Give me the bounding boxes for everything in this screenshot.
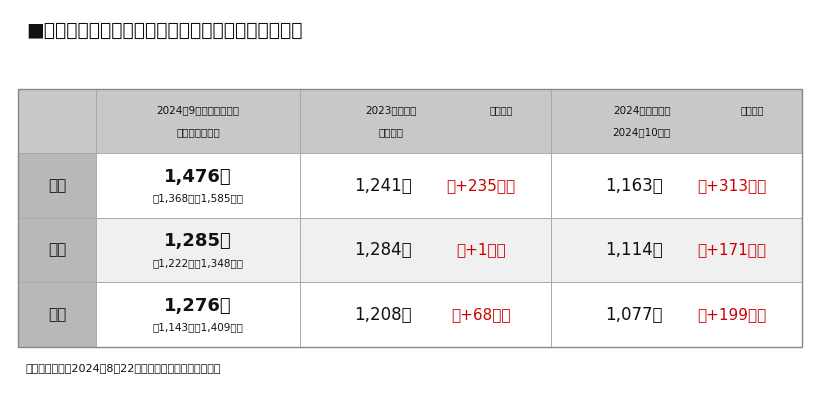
FancyBboxPatch shape bbox=[300, 282, 550, 347]
Text: 1,285円: 1,285円 bbox=[164, 232, 232, 250]
Text: 1,276円: 1,276円 bbox=[164, 297, 232, 315]
Text: 1,241円: 1,241円 bbox=[354, 177, 411, 195]
Text: （差額）: （差額） bbox=[740, 105, 762, 115]
Text: （+171円）: （+171円） bbox=[697, 243, 766, 258]
Text: 2024年最低賃金: 2024年最低賃金 bbox=[612, 105, 670, 115]
FancyBboxPatch shape bbox=[300, 89, 550, 153]
Text: （+1円）: （+1円） bbox=[455, 243, 505, 258]
Text: （1,368円〜1,585円）: （1,368円〜1,585円） bbox=[152, 194, 243, 204]
Text: 平均時給: 平均時給 bbox=[378, 128, 403, 138]
FancyBboxPatch shape bbox=[550, 89, 801, 153]
Text: 1,114円: 1,114円 bbox=[604, 241, 662, 259]
Text: 1,284円: 1,284円 bbox=[354, 241, 411, 259]
Text: 2023年同時期: 2023年同時期 bbox=[364, 105, 416, 115]
Text: 東京: 東京 bbox=[48, 178, 66, 193]
FancyBboxPatch shape bbox=[18, 218, 96, 282]
FancyBboxPatch shape bbox=[550, 218, 801, 282]
FancyBboxPatch shape bbox=[96, 282, 300, 347]
Text: 1,163円: 1,163円 bbox=[604, 177, 662, 195]
Text: （+235円）: （+235円） bbox=[446, 178, 515, 193]
Text: 愛知: 愛知 bbox=[48, 307, 66, 322]
Text: 1,208円: 1,208円 bbox=[354, 306, 411, 324]
FancyBboxPatch shape bbox=[96, 218, 300, 282]
Text: 2024年10月〜: 2024年10月〜 bbox=[612, 128, 670, 138]
FancyBboxPatch shape bbox=[96, 153, 300, 218]
Text: 1,077円: 1,077円 bbox=[604, 306, 662, 324]
Text: （差額）: （差額） bbox=[489, 105, 512, 115]
Text: （+68円）: （+68円） bbox=[450, 307, 510, 322]
Text: （+313円）: （+313円） bbox=[696, 178, 766, 193]
FancyBboxPatch shape bbox=[96, 89, 300, 153]
FancyBboxPatch shape bbox=[550, 153, 801, 218]
Text: （1,143円〜1,409円）: （1,143円〜1,409円） bbox=[152, 323, 243, 333]
Text: 2024年9月求人平均時給: 2024年9月求人平均時給 bbox=[156, 105, 239, 115]
Text: （最低〜最高）: （最低〜最高） bbox=[176, 128, 219, 138]
FancyBboxPatch shape bbox=[300, 153, 550, 218]
Text: ■都道府県別　歯科助手の平均時給と最低賃金の差額: ■都道府県別 歯科助手の平均時給と最低賃金の差額 bbox=[26, 21, 302, 40]
Text: （+199円）: （+199円） bbox=[696, 307, 766, 322]
Text: （1,222円〜1,348円）: （1,222円〜1,348円） bbox=[152, 258, 243, 268]
Text: 大阪: 大阪 bbox=[48, 243, 66, 258]
FancyBboxPatch shape bbox=[550, 282, 801, 347]
FancyBboxPatch shape bbox=[18, 282, 96, 347]
Text: ジョブメドレー2024年8月22日時点のデータをもとに算出: ジョブメドレー2024年8月22日時点のデータをもとに算出 bbox=[26, 363, 221, 373]
Text: 1,476円: 1,476円 bbox=[164, 168, 232, 186]
FancyBboxPatch shape bbox=[300, 218, 550, 282]
FancyBboxPatch shape bbox=[18, 153, 96, 218]
FancyBboxPatch shape bbox=[18, 89, 96, 153]
